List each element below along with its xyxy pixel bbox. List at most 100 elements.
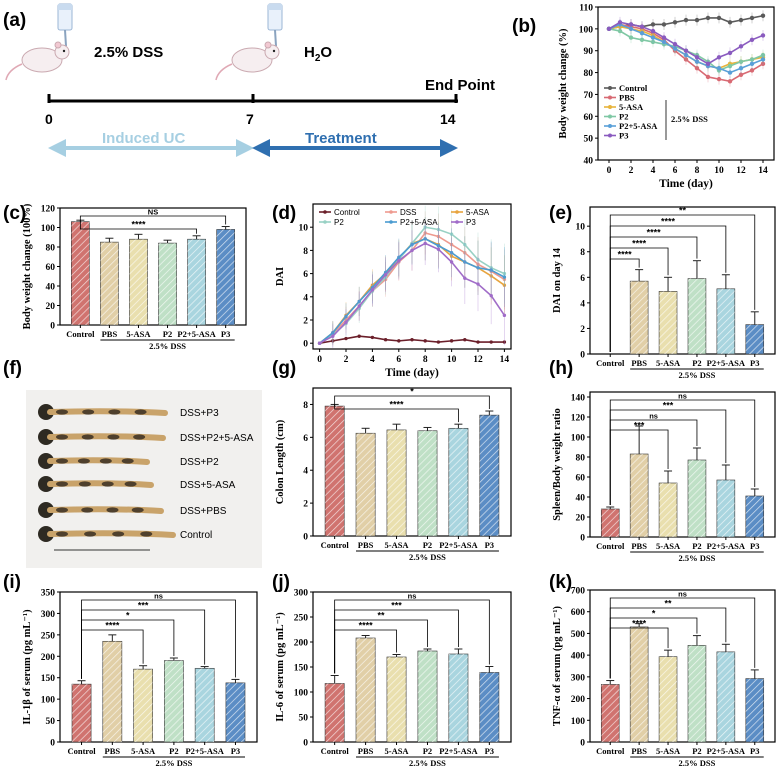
x-tick-label: P2 bbox=[423, 540, 432, 550]
data-point bbox=[331, 334, 335, 338]
bar-hatch bbox=[164, 660, 184, 742]
y-tick-label: 110 bbox=[579, 4, 593, 14]
data-point bbox=[749, 68, 755, 73]
y-axis-label: IL-1β of serum (pg mL⁻¹) bbox=[22, 609, 33, 725]
timeline-tick-7: 7 bbox=[246, 111, 254, 127]
colon-row-label: DSS+P3 bbox=[180, 408, 219, 419]
data-point bbox=[749, 61, 755, 67]
data-point bbox=[436, 227, 441, 232]
significance-label: ns bbox=[408, 592, 417, 601]
bar-hatch bbox=[630, 626, 649, 742]
x-tick-label: 6 bbox=[396, 355, 401, 365]
significance-bracket bbox=[609, 258, 640, 352]
significance-label: ns bbox=[649, 412, 658, 421]
significance-label: * bbox=[126, 611, 130, 621]
data-point bbox=[476, 262, 480, 267]
y-tick-label: 20 bbox=[576, 514, 586, 524]
data-point bbox=[410, 242, 414, 247]
y-tick-label: 50 bbox=[584, 135, 594, 145]
stool-mark bbox=[134, 409, 147, 415]
bar-hatch bbox=[102, 641, 122, 742]
bar-hatch bbox=[630, 281, 649, 354]
colon-row-label: DSS+PBS bbox=[180, 506, 227, 517]
y-tick-label: 250 bbox=[41, 631, 56, 641]
data-point bbox=[738, 44, 744, 49]
data-point bbox=[738, 59, 744, 64]
x-tick-label: 12 bbox=[736, 166, 746, 176]
stool-mark bbox=[82, 409, 95, 415]
legend-label: P2 bbox=[334, 218, 344, 227]
data-point bbox=[683, 48, 689, 53]
panel-e-label: (e) bbox=[549, 203, 572, 224]
stool-mark bbox=[140, 531, 153, 537]
bar-hatch bbox=[356, 638, 376, 742]
panel-e: (e) 0 2 4 6 8 10 DAI on day 14 Control PBS 5-ASA P2… bbox=[549, 203, 776, 380]
data-point bbox=[661, 22, 667, 27]
panel-c: (c) 0 20 40 60 80 100 120 Body weight change (10… bbox=[3, 203, 247, 351]
cecum-shape bbox=[38, 526, 54, 542]
x-tick-label: P2+5-ASA bbox=[707, 746, 746, 756]
data-point bbox=[672, 46, 678, 51]
stool-mark bbox=[99, 458, 112, 464]
mouse-icon bbox=[215, 41, 280, 81]
data-point bbox=[749, 37, 755, 42]
legend-marker bbox=[389, 220, 393, 224]
significance-bracket bbox=[609, 429, 669, 505]
induced-text: Induced UC bbox=[102, 130, 186, 147]
panel-f-label: (f) bbox=[3, 358, 22, 379]
y-tick-label: 0 bbox=[303, 533, 308, 543]
bar-hatch bbox=[100, 242, 119, 325]
significance-label: **** bbox=[647, 228, 662, 238]
data-point bbox=[331, 331, 335, 335]
legend-marker bbox=[608, 105, 612, 109]
legend-marker bbox=[323, 210, 327, 214]
group-label: 2.5% DSS bbox=[409, 552, 446, 562]
data-point bbox=[749, 57, 755, 62]
panel-i-label: (i) bbox=[3, 572, 21, 593]
legend-marker bbox=[608, 124, 612, 128]
y-tick-label: 80 bbox=[46, 244, 56, 254]
legend-label: Control bbox=[619, 83, 648, 93]
y-tick-label: 350 bbox=[41, 589, 56, 599]
panel-d: (d) 0 2 4 6 8 10 DAI 0 2 4 6 8 10 12 14 Time (day) Contro… bbox=[272, 203, 512, 379]
cecum-shape bbox=[38, 476, 54, 492]
x-tick-label: 6 bbox=[673, 166, 678, 176]
legend-marker bbox=[323, 220, 327, 224]
panel-d-label: (d) bbox=[272, 203, 296, 224]
stool-mark bbox=[56, 409, 68, 415]
data-point bbox=[727, 63, 733, 69]
data-point bbox=[672, 41, 678, 47]
data-point bbox=[489, 293, 493, 298]
y-axis-label: Spleen/Body weight ratio bbox=[552, 408, 563, 521]
y-tick-label: 0 bbox=[303, 739, 308, 749]
colon-sample bbox=[38, 526, 176, 542]
stool-mark bbox=[106, 507, 119, 513]
data-point bbox=[502, 271, 507, 276]
y-axis-label: Body weight change (%) bbox=[558, 28, 569, 138]
y-tick-label: 2 bbox=[303, 317, 308, 327]
bar-hatch bbox=[687, 645, 706, 742]
significance-label: ns bbox=[678, 392, 687, 401]
x-tick-label: 4 bbox=[651, 166, 656, 176]
data-point bbox=[423, 241, 427, 246]
significance-label: * bbox=[652, 609, 656, 619]
data-point bbox=[436, 340, 441, 344]
x-tick-label: P3 bbox=[221, 329, 230, 339]
y-tick-label: 4 bbox=[580, 299, 585, 309]
x-tick-label: 5-ASA bbox=[384, 540, 409, 550]
legend-label: Control bbox=[334, 208, 360, 217]
significance-label: **** bbox=[661, 217, 676, 227]
x-tick-label: PBS bbox=[358, 540, 374, 550]
significance-label: **** bbox=[618, 250, 633, 260]
bar-hatch bbox=[745, 678, 764, 742]
data-point bbox=[760, 61, 766, 67]
stool-mark bbox=[56, 507, 68, 513]
panel-k: (k) 0 100 200 300 400 500 600 700 TNF-α of serum … bbox=[549, 572, 776, 768]
colon-row-label: DSS+P2 bbox=[180, 457, 219, 468]
panel-h: (h) 0 20 40 60 80 100 120 140 Spleen/Body weight … bbox=[549, 358, 776, 563]
x-tick-label: Control bbox=[321, 540, 350, 550]
data-point bbox=[502, 340, 507, 344]
y-tick-label: 0 bbox=[50, 739, 55, 749]
data-point bbox=[449, 260, 454, 264]
mouse-icon bbox=[5, 41, 70, 81]
